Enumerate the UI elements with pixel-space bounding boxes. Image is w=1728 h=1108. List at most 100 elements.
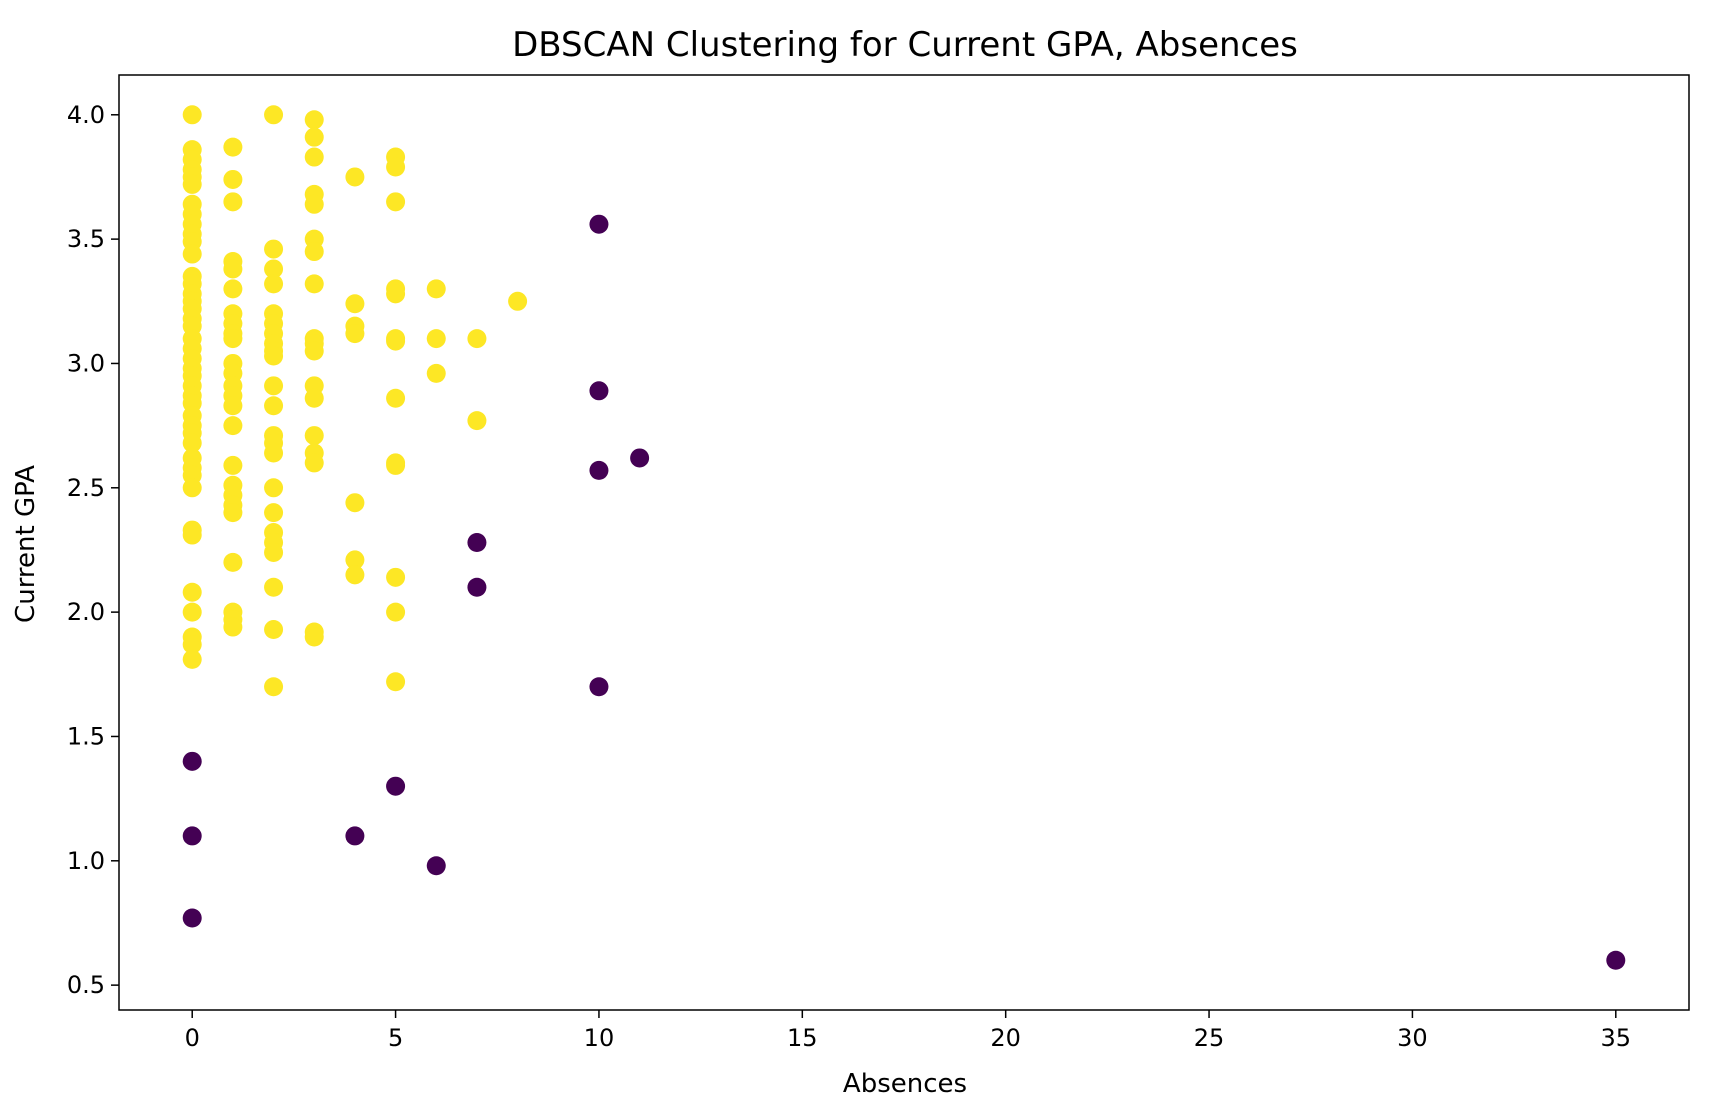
cluster-point bbox=[304, 341, 324, 361]
cluster-point bbox=[304, 127, 324, 147]
noise-point bbox=[386, 776, 406, 796]
y-tick-label: 0.5 bbox=[67, 971, 105, 999]
cluster-point bbox=[386, 388, 406, 408]
cluster-point bbox=[182, 582, 202, 602]
x-tick-label: 0 bbox=[185, 1024, 200, 1052]
cluster-point bbox=[345, 167, 365, 187]
x-axis-label: Absences bbox=[843, 1069, 967, 1099]
cluster-point bbox=[182, 525, 202, 545]
cluster-point bbox=[223, 279, 243, 299]
x-tick-label: 20 bbox=[990, 1024, 1021, 1052]
cluster-point bbox=[304, 274, 324, 294]
cluster-point bbox=[264, 105, 284, 125]
y-tick-label: 3.5 bbox=[67, 225, 105, 253]
cluster-point bbox=[182, 244, 202, 264]
noise-point bbox=[182, 751, 202, 771]
cluster-point bbox=[264, 620, 284, 640]
noise-point bbox=[467, 533, 487, 552]
y-tick-label: 1.0 bbox=[67, 847, 105, 875]
cluster-point bbox=[182, 649, 202, 669]
cluster-point bbox=[304, 110, 324, 130]
cluster-point bbox=[304, 388, 324, 408]
cluster-point bbox=[223, 396, 243, 416]
y-tick-label: 4.0 bbox=[67, 101, 105, 129]
cluster-point bbox=[264, 577, 284, 597]
noise-point bbox=[589, 677, 609, 697]
cluster-point bbox=[304, 242, 324, 262]
noise-point bbox=[1606, 950, 1626, 970]
cluster-point bbox=[223, 552, 243, 572]
y-tick-label: 1.5 bbox=[67, 722, 105, 750]
cluster-point bbox=[223, 455, 243, 475]
cluster-point bbox=[182, 105, 202, 125]
plot-frame bbox=[118, 74, 1690, 1011]
cluster-point bbox=[223, 503, 243, 523]
x-axis-ticks: 0 5 10 15 20 25 30 35 bbox=[185, 1010, 1631, 1052]
noise-point bbox=[345, 826, 365, 846]
cluster-point bbox=[386, 567, 406, 587]
cluster-point bbox=[386, 284, 406, 304]
cluster-point bbox=[264, 443, 284, 463]
cluster-point bbox=[386, 602, 406, 622]
cluster-point bbox=[182, 478, 202, 498]
cluster-point bbox=[426, 329, 446, 349]
x-tick-label: 30 bbox=[1397, 1024, 1428, 1052]
cluster-point bbox=[386, 672, 406, 692]
cluster-point bbox=[182, 602, 202, 622]
y-axis-ticks: 0.5 1.0 1.5 2.0 2.5 3.0 3.5 4.0 bbox=[67, 101, 119, 999]
noise-point bbox=[630, 448, 650, 468]
noise-point bbox=[182, 826, 202, 846]
cluster-point bbox=[264, 503, 284, 523]
cluster-point bbox=[467, 329, 487, 349]
cluster-point bbox=[345, 294, 365, 314]
cluster-point bbox=[223, 192, 243, 212]
y-tick-label: 3.0 bbox=[67, 349, 105, 377]
noise-point bbox=[589, 460, 609, 480]
x-tick-label: 10 bbox=[584, 1024, 615, 1052]
cluster-point bbox=[386, 455, 406, 475]
y-tick-label: 2.5 bbox=[67, 474, 105, 502]
cluster-point bbox=[345, 324, 365, 344]
y-axis-label: Current GPA bbox=[11, 465, 41, 623]
cluster-point bbox=[182, 634, 202, 654]
cluster-point bbox=[304, 453, 324, 473]
cluster-point bbox=[223, 416, 243, 436]
cluster-point bbox=[223, 259, 243, 279]
x-tick-label: 25 bbox=[1194, 1024, 1225, 1052]
x-tick-label: 15 bbox=[787, 1024, 818, 1052]
data-points bbox=[182, 105, 1626, 970]
cluster-point bbox=[182, 174, 202, 194]
noise-point bbox=[589, 381, 609, 401]
noise-point bbox=[182, 908, 202, 928]
cluster-point bbox=[264, 478, 284, 498]
cluster-point bbox=[264, 259, 284, 279]
cluster-point bbox=[223, 329, 243, 349]
cluster-point bbox=[426, 363, 446, 383]
cluster-point bbox=[264, 346, 284, 366]
cluster-point bbox=[304, 426, 324, 446]
cluster-point bbox=[304, 147, 324, 167]
cluster-point bbox=[223, 169, 243, 189]
cluster-point bbox=[223, 137, 243, 157]
cluster-point bbox=[467, 411, 487, 431]
cluster-point bbox=[386, 157, 406, 177]
cluster-point bbox=[264, 239, 284, 259]
cluster-point bbox=[304, 194, 324, 214]
cluster-point bbox=[182, 433, 202, 453]
cluster-point bbox=[426, 279, 446, 299]
cluster-point bbox=[264, 376, 284, 396]
cluster-point bbox=[386, 192, 406, 212]
cluster-point bbox=[345, 565, 365, 585]
noise-point bbox=[467, 577, 487, 597]
cluster-point bbox=[508, 291, 528, 311]
cluster-point bbox=[304, 627, 324, 647]
y-tick-label: 2.0 bbox=[67, 598, 105, 626]
cluster-point bbox=[264, 677, 284, 697]
chart-title: DBSCAN Clustering for Current GPA, Absen… bbox=[512, 25, 1298, 65]
cluster-point bbox=[345, 550, 365, 570]
cluster-point bbox=[386, 331, 406, 351]
cluster-point bbox=[223, 617, 243, 637]
noise-point bbox=[589, 214, 609, 234]
noise-point bbox=[426, 856, 446, 876]
